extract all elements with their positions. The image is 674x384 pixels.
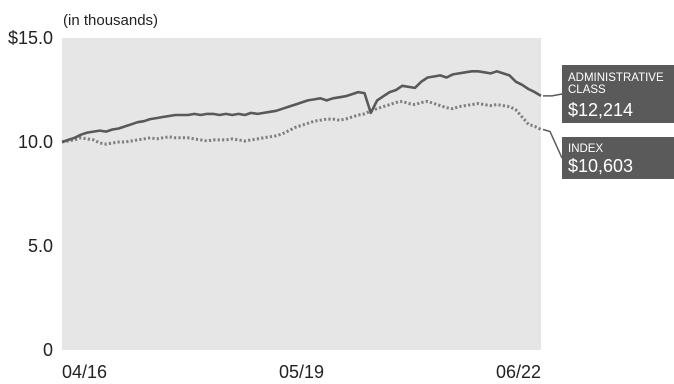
- y-tick-label: $15.0: [8, 28, 53, 48]
- admin-callout-box: [562, 65, 674, 123]
- series-lines: [61, 70, 542, 146]
- y-axis-ticks: 0 5.0 10.0 $15.0: [8, 28, 53, 360]
- legend-callouts: ADMINISTRATIVE CLASS $12,214 INDEX$10,603: [542, 65, 674, 179]
- index-end-value: $10,603: [568, 156, 633, 176]
- x-tick-label: 05/19: [279, 362, 324, 382]
- index-line: [61, 99, 542, 146]
- index-legend-name: INDEX: [568, 143, 603, 155]
- x-tick-label: 04/16: [62, 362, 107, 382]
- index-callout-box: [562, 137, 674, 179]
- plot-area: [62, 38, 541, 350]
- x-tick-label: 06/22: [496, 362, 541, 382]
- units-note: (in thousands): [63, 12, 158, 29]
- index-callout-connector: [542, 128, 563, 159]
- x-axis-ticks: 04/16 05/19 06/22: [62, 362, 541, 382]
- admin-end-value: $12,214: [568, 100, 633, 120]
- y-tick-label: 10.0: [18, 132, 53, 152]
- administrative-class-line: [61, 70, 542, 144]
- admin-legend-name: ADMINISTRATIVE CLASS: [568, 72, 664, 96]
- y-tick-label: 5.0: [28, 236, 53, 256]
- y-tick-label: 0: [43, 340, 53, 360]
- admin-callout-connector: [543, 93, 563, 97]
